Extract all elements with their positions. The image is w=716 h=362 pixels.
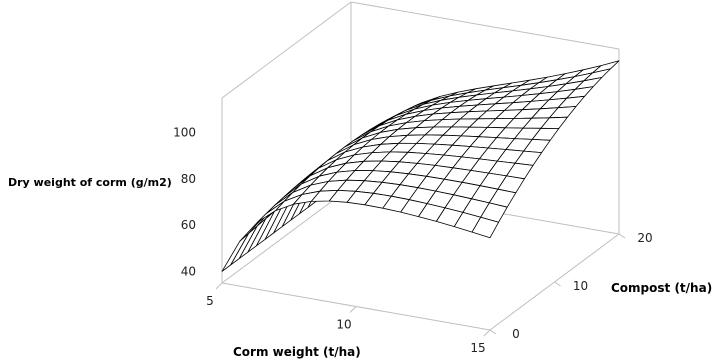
x-axis-title: Corm weight (t/ha) — [233, 345, 361, 359]
y-tick-mark — [618, 233, 626, 239]
frame-edge — [221, 1, 352, 99]
x-tick-label: 10 — [336, 318, 351, 332]
y-tick-label: 0 — [512, 327, 520, 341]
y-tick-label: 10 — [573, 279, 588, 293]
x-tick-mark — [483, 329, 491, 337]
x-tick-mark — [349, 306, 357, 313]
y-axis-title: Compost (t/ha) — [611, 281, 712, 295]
y-tick-mark — [489, 329, 497, 335]
surface-mesh — [221, 60, 620, 272]
axis-ticks: 40 60 80 100 5 10 15 0 10 20 — [173, 126, 653, 355]
y-tick-label: 20 — [637, 231, 652, 245]
z-tick-label: 100 — [173, 126, 196, 140]
frame-edge — [221, 186, 352, 284]
z-tick-label: 40 — [181, 264, 196, 278]
x-tick-label: 15 — [470, 341, 485, 355]
z-tick-label: 80 — [181, 172, 196, 186]
x-tick-mark — [215, 282, 223, 290]
z-tick-label: 60 — [181, 218, 196, 232]
surface-cell — [471, 216, 500, 239]
y-tick-mark — [554, 281, 561, 287]
z-axis-title: Dry weight of corm (g/m2) — [8, 176, 172, 189]
frame-edge — [350, 1, 620, 50]
x-tick-label: 5 — [206, 294, 214, 308]
